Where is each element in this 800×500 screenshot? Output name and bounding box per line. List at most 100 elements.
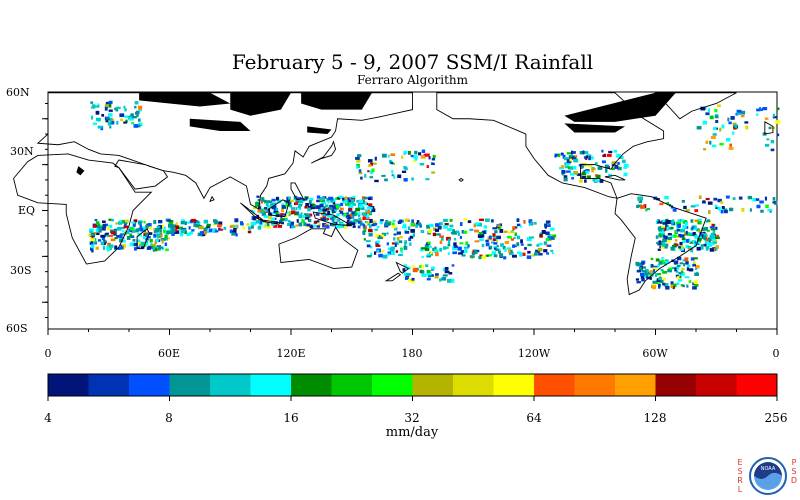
rain-cell xyxy=(339,211,344,214)
rain-cell xyxy=(433,249,439,254)
rain-cell xyxy=(358,199,364,204)
coastline-borneo xyxy=(268,199,290,218)
rain-cell xyxy=(357,154,362,158)
rain-cell xyxy=(99,226,103,229)
rain-cell xyxy=(233,225,238,228)
rain-cell xyxy=(711,238,716,241)
rain-cell xyxy=(446,246,449,249)
rain-cell xyxy=(673,234,677,238)
rain-cell xyxy=(621,156,624,159)
rain-cell xyxy=(342,197,345,201)
rain-cell xyxy=(729,207,734,212)
rain-cell xyxy=(360,176,363,180)
rain-cell xyxy=(442,274,448,277)
rain-cell xyxy=(702,120,707,125)
rain-cell xyxy=(697,229,701,233)
rain-cell xyxy=(327,212,331,216)
rain-cell xyxy=(121,219,125,224)
rain-cell xyxy=(749,208,752,212)
rain-cell xyxy=(412,160,416,163)
rain-cell xyxy=(502,245,506,250)
rain-cell xyxy=(143,220,146,224)
rain-cell xyxy=(662,229,666,233)
rain-cell xyxy=(729,143,733,147)
rain-cell xyxy=(691,226,695,229)
rain-cell xyxy=(538,252,543,256)
coastline-madagascar xyxy=(136,228,150,250)
rain-cell xyxy=(586,154,592,157)
rain-cell xyxy=(376,225,380,229)
rain-cell xyxy=(714,115,719,119)
colorbar-swatch xyxy=(372,374,413,396)
no-data-area xyxy=(230,92,291,116)
colorbar-swatch xyxy=(696,374,737,396)
rain-cell xyxy=(448,272,453,275)
rain-cell xyxy=(133,242,138,247)
rain-cell xyxy=(710,242,715,246)
colorbar-swatch xyxy=(615,374,656,396)
rain-cell xyxy=(336,218,341,222)
rain-cell xyxy=(434,228,440,232)
rain-cell xyxy=(139,224,142,229)
rain-cell xyxy=(700,244,705,247)
rain-cell xyxy=(645,276,649,279)
rain-cell xyxy=(642,275,646,278)
rain-cell xyxy=(439,247,443,252)
rain-cell xyxy=(454,237,457,241)
rain-cell xyxy=(414,150,418,155)
rain-cell xyxy=(108,109,113,112)
rain-cell xyxy=(604,164,609,168)
rain-cell xyxy=(288,220,291,223)
rain-cell xyxy=(138,105,143,110)
rain-cell xyxy=(414,158,418,161)
rain-cell xyxy=(666,202,669,205)
rain-cell xyxy=(521,252,526,256)
rain-cell xyxy=(157,219,163,224)
rain-cell xyxy=(426,278,431,281)
rain-cell xyxy=(636,281,641,284)
rain-cell xyxy=(407,278,411,282)
rain-cell xyxy=(435,273,439,276)
rain-cell xyxy=(308,218,312,223)
rain-cell xyxy=(439,235,444,238)
rain-cell xyxy=(660,279,664,284)
rain-cell xyxy=(675,274,679,278)
rain-cell xyxy=(267,215,272,220)
rain-cell xyxy=(429,274,434,277)
rain-cell xyxy=(770,148,775,152)
rain-cell xyxy=(124,223,127,227)
rain-cell xyxy=(585,170,590,174)
rain-cell xyxy=(367,170,370,173)
rain-cell xyxy=(107,242,111,246)
rain-cell xyxy=(449,278,455,283)
rain-cell xyxy=(678,275,682,279)
rain-cell xyxy=(694,284,699,287)
rain-cell xyxy=(230,224,235,228)
rain-cell xyxy=(709,234,715,239)
rain-cell xyxy=(693,226,697,231)
rain-cell xyxy=(527,243,532,247)
rain-cell xyxy=(658,279,662,282)
rain-cell xyxy=(346,219,350,224)
rain-cell xyxy=(321,201,327,205)
rain-cell xyxy=(713,197,718,201)
rain-cell xyxy=(433,227,437,231)
rain-cell xyxy=(137,124,141,128)
rain-cell xyxy=(203,219,209,224)
rain-cell xyxy=(256,214,260,219)
rain-cell xyxy=(434,246,437,250)
rain-cell xyxy=(427,241,431,245)
rain-cell xyxy=(441,277,447,281)
rain-cell xyxy=(644,272,649,277)
rain-cell xyxy=(767,208,773,212)
rain-cell xyxy=(287,196,291,200)
rain-cell xyxy=(130,113,134,117)
rain-cell xyxy=(167,223,172,228)
rain-cell xyxy=(104,240,108,244)
rain-cell xyxy=(599,179,604,183)
rain-cell xyxy=(234,218,239,223)
rain-cell xyxy=(605,165,610,169)
rain-cell xyxy=(696,126,702,130)
rain-cell xyxy=(380,219,384,222)
colorbar-label-128: 128 xyxy=(643,411,667,425)
